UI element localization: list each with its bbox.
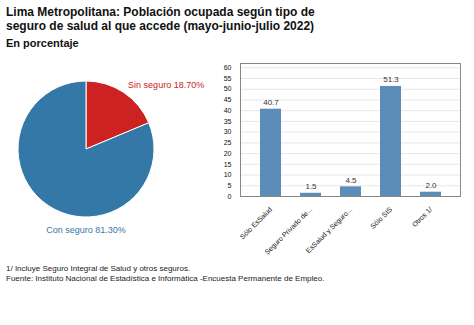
svg-text:5: 5: [228, 182, 232, 189]
svg-text:55: 55: [224, 75, 232, 82]
html-text:Fuente: Instituto Nacional de: Fuente: Instituto Nacional de Estadístic…: [6, 274, 325, 284]
svg-text:Sin seguro 18.70%: Sin seguro 18.70%: [128, 80, 204, 90]
svg-text:25: 25: [224, 139, 232, 146]
svg-text:EsSalud y Seguro...: EsSalud y Seguro...: [305, 205, 354, 254]
svg-text:10: 10: [224, 171, 232, 178]
svg-text:4.5: 4.5: [345, 176, 357, 185]
svg-text:40.7: 40.7: [263, 98, 279, 107]
svg-text:40: 40: [224, 107, 232, 114]
html-text:Lima Metropolitana: Población: Lima Metropolitana: Población ocupada se…: [6, 5, 315, 34]
svg-text:20: 20: [224, 150, 232, 157]
svg-text:1.5: 1.5: [305, 182, 317, 191]
svg-text:15: 15: [224, 160, 232, 167]
svg-text:0: 0: [228, 193, 232, 200]
svg-text:Sólo SIS: Sólo SIS: [369, 205, 393, 229]
svg-text:Sólo EsSalud: Sólo EsSalud: [239, 205, 274, 240]
html-text:1/ Incluye Seguro Integral de: 1/ Incluye Seguro Integral de Salud y ot…: [6, 263, 191, 273]
svg-text:35: 35: [224, 117, 232, 124]
svg-text:45: 45: [224, 96, 232, 103]
svg-text:Con seguro 81.30%: Con seguro 81.30%: [46, 225, 126, 235]
svg-text:60: 60: [224, 64, 232, 71]
svg-text:51.3: 51.3: [383, 75, 399, 84]
svg-text:2.0: 2.0: [425, 181, 437, 190]
svg-text:Seguro Privado de...: Seguro Privado de...: [263, 205, 314, 256]
html-text:En porcentaje: En porcentaje: [6, 36, 79, 49]
svg-text:Otros 1/: Otros 1/: [411, 205, 434, 228]
svg-text:50: 50: [224, 85, 232, 92]
svg-text:30: 30: [224, 128, 232, 135]
